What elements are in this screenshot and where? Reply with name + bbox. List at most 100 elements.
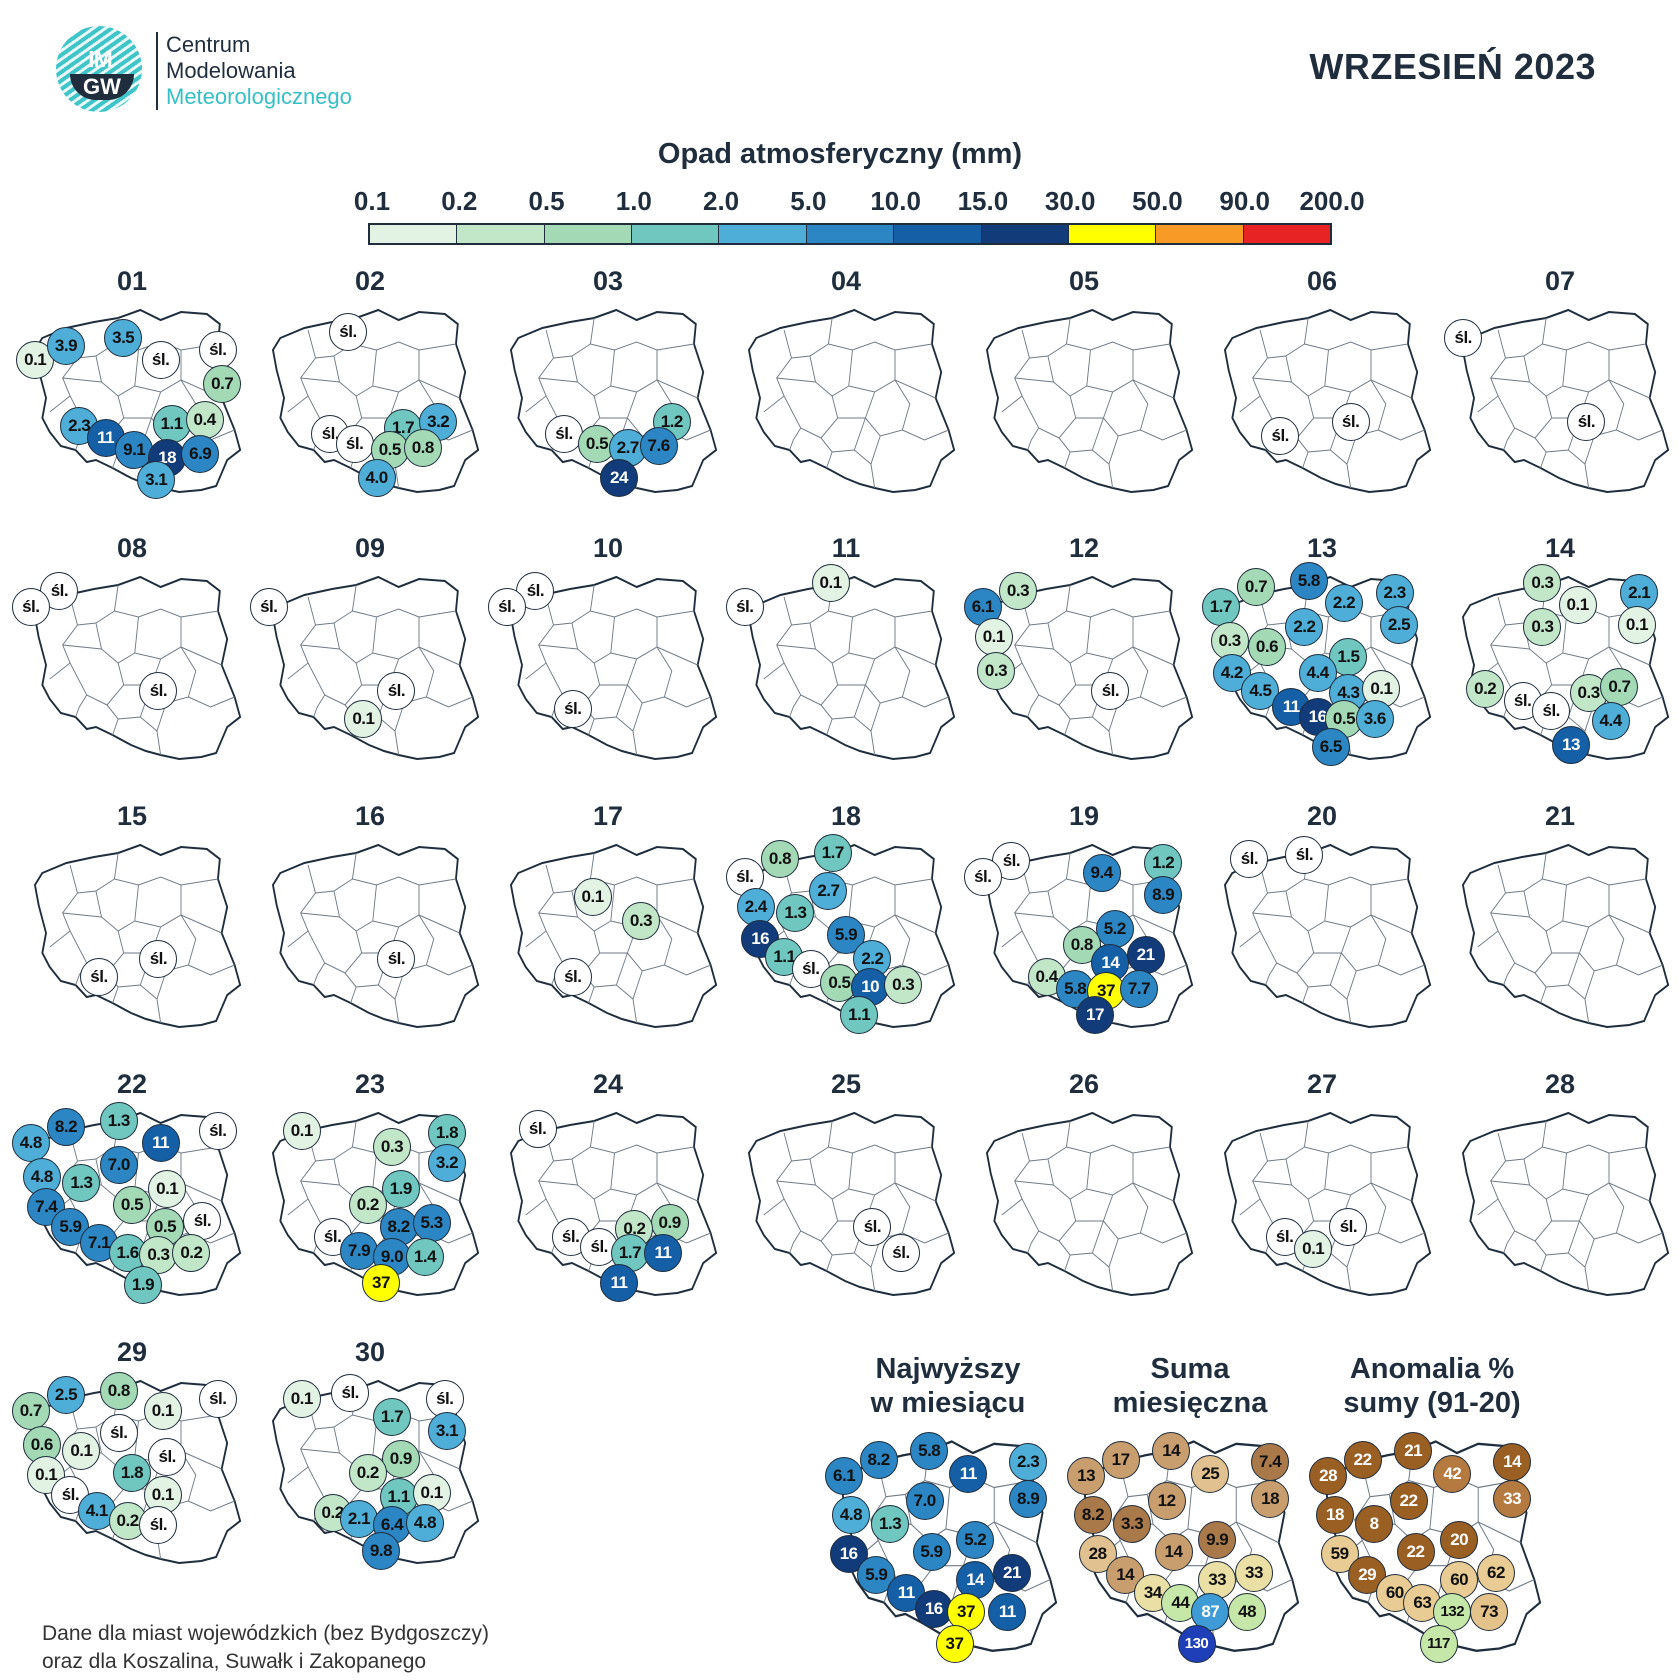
day-label: 11 bbox=[831, 533, 861, 563]
poland-map-outline bbox=[747, 575, 956, 761]
city-value-marker: 37 bbox=[362, 1264, 400, 1302]
voivodeship-border bbox=[418, 1182, 460, 1202]
summary-panel-title-line-1: Najwyższy bbox=[875, 1353, 1021, 1385]
logo-line-1: Centrum bbox=[166, 32, 251, 57]
day-map: 8.2 1.3 śl. 4.8 11 7.0 4.8 1.3 0.1 7.4 0.5 śl. 5.9 0.… bbox=[11, 1102, 242, 1304]
day-map bbox=[1450, 835, 1670, 1035]
poland-map-outline bbox=[1223, 1111, 1432, 1297]
voivodeship-border bbox=[789, 1230, 802, 1254]
trace-precip-marker: śl. bbox=[1285, 836, 1324, 874]
day-map bbox=[974, 1103, 1194, 1303]
voivodeship-border bbox=[1616, 964, 1663, 976]
voivodeship-border bbox=[789, 427, 802, 451]
voivodeship-border bbox=[1304, 876, 1409, 886]
voivodeship-border bbox=[656, 646, 698, 666]
voivodeship-border bbox=[1014, 644, 1054, 650]
day-map bbox=[974, 300, 1194, 500]
country-border bbox=[509, 843, 718, 1029]
country-border bbox=[985, 308, 1194, 494]
voivodeship-border bbox=[776, 1180, 816, 1186]
city-value-marker: 28 bbox=[1309, 1457, 1348, 1495]
city-value-marker: 6.1 bbox=[825, 1457, 864, 1495]
voivodeship-border bbox=[763, 596, 792, 680]
voivodeship-border bbox=[1370, 379, 1412, 399]
voivodeship-border bbox=[77, 584, 119, 626]
voivodeship-border bbox=[426, 696, 473, 708]
page-title: WRZESIEŃ 2023 bbox=[1309, 46, 1596, 87]
color-scale-segment bbox=[1243, 225, 1330, 243]
day-label: 01 bbox=[116, 266, 148, 296]
voivodeship-border bbox=[1014, 1180, 1054, 1186]
voivodeship-border bbox=[1027, 694, 1040, 718]
voivodeship-border bbox=[1546, 952, 1580, 988]
city-value-marker: 2.2 bbox=[1325, 584, 1363, 622]
city-value-marker: 9.4 bbox=[1082, 854, 1121, 892]
day-map bbox=[1450, 1103, 1670, 1303]
voivodeship-border bbox=[1304, 341, 1409, 351]
voivodeship-border bbox=[300, 1180, 340, 1186]
poland-map-outline bbox=[509, 843, 718, 1029]
trace-precip-marker: śl. bbox=[51, 1476, 90, 1514]
logo-line-3: Meteorologicznego bbox=[166, 84, 352, 109]
trace-precip-marker: śl. bbox=[249, 588, 288, 626]
voivodeship-border bbox=[1267, 317, 1309, 359]
city-value-marker: 8.2 bbox=[47, 1108, 85, 1146]
footnote-line-1: Dane dla miast wojewódzkich (bez Bydgosz… bbox=[42, 1622, 490, 1645]
voivodeship-border bbox=[1140, 1232, 1187, 1244]
day-label: 15 bbox=[116, 801, 148, 831]
voivodeship-border bbox=[656, 379, 698, 399]
voivodeship-border bbox=[1490, 1180, 1530, 1186]
day-map: 2.5 0.8 śl. 0.7 0.1 śl. 0.6 0.1 śl. 0.1 1.8 śl. 0.1 4… bbox=[11, 1371, 242, 1571]
city-value-marker: 0.8 bbox=[403, 429, 442, 467]
voivodeship-border bbox=[1014, 377, 1054, 383]
voivodeship-border bbox=[848, 350, 896, 393]
city-value-marker: 1.5 bbox=[1329, 638, 1368, 676]
trace-precip-marker: śl. bbox=[148, 1438, 187, 1476]
voivodeship-border bbox=[632, 998, 638, 1024]
voivodeship-border bbox=[553, 1120, 595, 1162]
logo-badge-top: IM bbox=[88, 46, 113, 72]
trace-precip-marker: śl. bbox=[139, 940, 178, 978]
legend-tick: 5.0 bbox=[790, 186, 827, 216]
trace-precip-marker: śl. bbox=[545, 415, 583, 453]
city-value-marker: 18 bbox=[1251, 1480, 1290, 1518]
voivodeship-border bbox=[1029, 584, 1071, 626]
voivodeship-border bbox=[1478, 1521, 1521, 1544]
voivodeship-border bbox=[134, 617, 182, 660]
voivodeship-border bbox=[1505, 852, 1547, 894]
day-label: 25 bbox=[830, 1069, 862, 1099]
city-value-marker: 1.7 bbox=[813, 834, 852, 872]
voivodeship-border bbox=[1523, 884, 1567, 932]
voivodeship-border bbox=[1324, 885, 1372, 928]
voivodeship-border bbox=[848, 1153, 896, 1196]
color-scale-segment bbox=[1068, 225, 1157, 243]
voivodeship-border bbox=[1608, 1182, 1650, 1202]
city-value-marker: 1.9 bbox=[381, 1170, 420, 1208]
city-value-marker: 0.1 bbox=[974, 618, 1013, 656]
voivodeship-border bbox=[1490, 377, 1530, 383]
voivodeship-border bbox=[1562, 350, 1610, 393]
voivodeship-border bbox=[313, 694, 326, 718]
voivodeship-border bbox=[791, 1120, 833, 1162]
voivodeship-border bbox=[1497, 930, 1553, 974]
poland-map-outline bbox=[33, 843, 242, 1029]
city-value-marker: 0.3 bbox=[977, 652, 1015, 690]
poland-map-outline bbox=[985, 575, 1194, 761]
poland-map-outline bbox=[985, 308, 1194, 494]
city-value-marker: 42 bbox=[1433, 1454, 1472, 1493]
voivodeship-border bbox=[1378, 964, 1425, 976]
city-value-marker: 11 bbox=[644, 1234, 682, 1272]
city-value-marker: 5.3 bbox=[412, 1204, 451, 1242]
voivodeship-border bbox=[156, 998, 162, 1024]
city-value-marker: 7.6 bbox=[639, 427, 678, 465]
city-value-marker: 0.3 bbox=[622, 902, 660, 940]
color-scale-segment bbox=[632, 225, 720, 243]
voivodeship-border bbox=[1029, 852, 1071, 894]
city-value-marker: 0.2 bbox=[348, 1186, 387, 1224]
voivodeship-border bbox=[1108, 463, 1114, 489]
voivodeship-border bbox=[1505, 1120, 1547, 1162]
city-value-marker: 22 bbox=[1343, 1440, 1382, 1479]
day-map: śl. śl. śl. 1.7 3.2 0.5 0.8 4.0 bbox=[260, 300, 480, 500]
city-value-marker: 37 bbox=[947, 1592, 985, 1631]
voivodeship-border bbox=[426, 964, 473, 976]
